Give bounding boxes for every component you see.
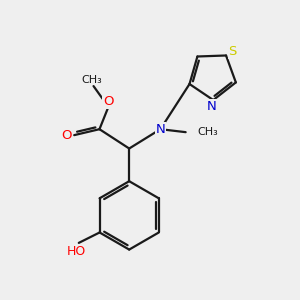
Text: N: N	[207, 100, 217, 113]
Text: HO: HO	[67, 245, 86, 258]
Text: CH₃: CH₃	[197, 127, 218, 137]
Text: O: O	[61, 129, 72, 142]
Text: O: O	[103, 95, 114, 108]
Text: N: N	[155, 123, 165, 136]
Text: CH₃: CH₃	[82, 75, 102, 85]
Text: S: S	[228, 45, 237, 58]
